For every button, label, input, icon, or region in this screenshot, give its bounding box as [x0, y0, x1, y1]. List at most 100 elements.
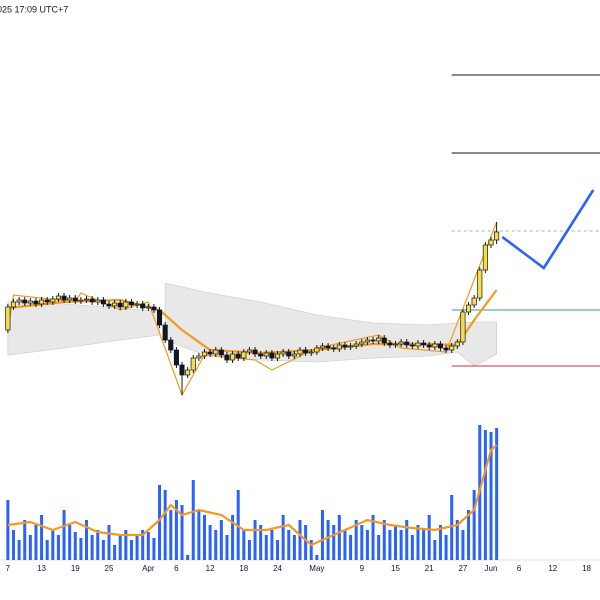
candle-body — [151, 306, 157, 311]
candle-body — [398, 341, 404, 345]
candle-body — [258, 353, 264, 357]
volume-bar — [427, 515, 431, 560]
candle-body — [224, 354, 230, 361]
volume-bar — [68, 525, 72, 560]
volume-bar — [113, 545, 117, 560]
candle-body — [280, 351, 286, 355]
candle-body — [100, 299, 106, 305]
candle-body — [246, 349, 252, 353]
candle-body — [128, 301, 135, 306]
candle-body — [426, 344, 432, 348]
volume-bar — [399, 530, 403, 560]
volume-bar — [326, 520, 330, 560]
candle-body — [353, 343, 359, 347]
candle-body — [201, 351, 208, 357]
volume-bar — [118, 535, 122, 560]
volume-bar — [264, 535, 268, 560]
volume-bar — [174, 500, 178, 560]
volume-bar — [382, 520, 386, 560]
candle-body — [454, 341, 460, 347]
candle-body — [106, 303, 112, 307]
volume-bar — [163, 490, 167, 560]
candle-body — [162, 324, 168, 341]
volume-bar — [332, 525, 336, 560]
volume-bar — [304, 525, 308, 560]
candle-body — [72, 297, 78, 302]
x-tick-label: Apr — [142, 564, 155, 573]
volume-bar — [219, 520, 223, 560]
candle-body — [308, 351, 314, 354]
candle-body — [291, 353, 297, 357]
candle-body — [331, 347, 337, 350]
candle-body — [297, 349, 303, 355]
volume-bar — [349, 535, 353, 560]
x-tick-label: 18 — [582, 564, 591, 573]
volume-bar — [40, 515, 44, 560]
volume-bar — [231, 515, 235, 560]
volume-bar — [433, 540, 437, 560]
x-tick-label: 13 — [37, 564, 46, 573]
candle-body — [190, 357, 196, 371]
candle-body — [235, 353, 241, 359]
candle-body — [364, 339, 370, 343]
candle-body — [460, 311, 466, 343]
volume-bar — [85, 520, 89, 560]
candle-body — [61, 295, 67, 301]
x-tick-label: 9 — [360, 564, 365, 573]
candle-body — [409, 344, 415, 347]
candle-body — [241, 351, 247, 359]
volume-bar — [489, 432, 493, 560]
volume-bar — [96, 530, 100, 560]
volume-bar — [135, 535, 139, 560]
volume-bar — [281, 515, 285, 560]
volume-bar — [6, 500, 10, 560]
volume-bar — [461, 530, 465, 560]
candle-body — [44, 299, 50, 303]
volume-bar — [394, 525, 398, 560]
volume-bar — [34, 525, 38, 560]
candle-body — [89, 298, 95, 303]
volume-bar — [62, 510, 66, 560]
candle-body — [274, 353, 281, 359]
candle-body — [33, 300, 39, 305]
volume-bar — [438, 525, 442, 560]
x-tick-label: 15 — [391, 564, 400, 573]
candle-body — [477, 269, 483, 299]
candle-body — [112, 302, 118, 307]
candle-body — [376, 337, 382, 342]
x-tick-label: 21 — [425, 564, 434, 573]
volume-bar — [214, 530, 218, 560]
volume-bar — [444, 535, 448, 560]
candle-body — [230, 353, 236, 361]
volume-bar — [28, 535, 32, 560]
volume-bar — [79, 538, 83, 560]
candle-body — [336, 344, 342, 350]
candle-body — [173, 349, 179, 366]
x-tick-label: Jun — [485, 564, 498, 573]
candle-body — [387, 342, 393, 346]
x-tick-label: 6 — [517, 564, 522, 573]
candle-body — [488, 239, 494, 246]
volume-bar — [309, 540, 313, 560]
candle-body — [179, 364, 185, 376]
candle-body — [95, 299, 101, 303]
volume-bar — [101, 540, 105, 560]
volume-bar — [377, 535, 381, 560]
candle-body — [286, 351, 292, 357]
band — [7, 301, 160, 356]
volume-bar — [343, 530, 347, 560]
volume-bar — [292, 535, 296, 560]
candle-body — [359, 341, 365, 345]
volume-bar — [495, 428, 499, 560]
candle-body — [370, 339, 376, 342]
candle-body — [319, 345, 326, 349]
volume-bar — [416, 525, 420, 560]
candle-body — [39, 299, 45, 305]
volume-bar — [450, 495, 454, 560]
projection-line — [501, 189, 595, 270]
volume-bar — [320, 510, 324, 560]
candle-body — [157, 309, 163, 326]
x-tick-label: 18 — [239, 564, 248, 573]
volume-bar — [472, 490, 476, 560]
volume-bar — [315, 555, 319, 560]
